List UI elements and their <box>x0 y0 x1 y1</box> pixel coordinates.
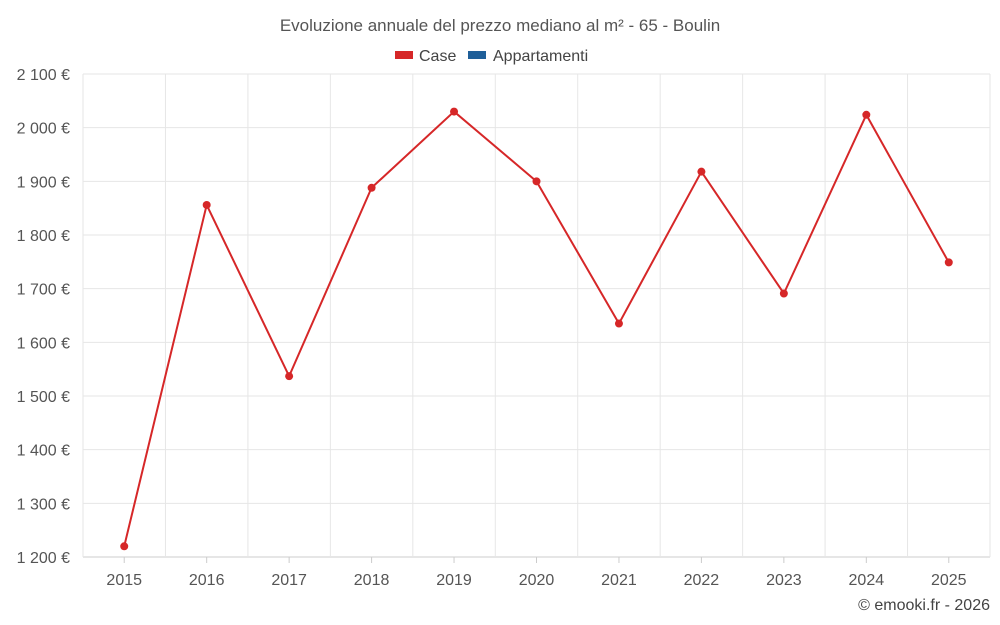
y-tick-label: 1 700 € <box>17 282 70 299</box>
data-point[interactable] <box>450 107 459 116</box>
data-point[interactable] <box>779 289 788 298</box>
legend-label[interactable]: Case <box>419 48 456 65</box>
data-point[interactable] <box>367 183 376 192</box>
data-point[interactable] <box>697 167 706 176</box>
y-tick-label: 1 300 € <box>17 496 70 513</box>
y-tick-label: 2 100 € <box>17 67 70 84</box>
x-tick-label: 2020 <box>519 572 555 589</box>
data-point[interactable] <box>120 542 129 551</box>
legend-label[interactable]: Appartamenti <box>493 48 588 65</box>
legend-swatch <box>468 51 486 59</box>
credit-text: © emooki.fr - 2026 <box>858 597 990 614</box>
x-axis: 2015 2016 2017 2018 2019 2020 2021 2022 2023 2024… <box>106 557 967 589</box>
x-tick-label: 2022 <box>684 572 720 589</box>
y-tick-label: 1 800 € <box>17 228 70 245</box>
x-tick-label: 2015 <box>106 572 142 589</box>
y-tick-label: 1 200 € <box>17 550 70 567</box>
data-point[interactable] <box>532 177 541 186</box>
x-tick-label: 2017 <box>271 572 307 589</box>
y-tick-label: 1 500 € <box>17 389 70 406</box>
y-tick-label: 2 000 € <box>17 121 70 138</box>
legend: Case Appartamenti <box>395 48 588 65</box>
grid-lines <box>82 73 991 558</box>
data-point[interactable] <box>944 258 953 267</box>
x-tick-label: 2021 <box>601 572 637 589</box>
x-tick-label: 2023 <box>766 572 802 589</box>
x-tick-label: 2025 <box>931 572 967 589</box>
x-tick-label: 2018 <box>354 572 390 589</box>
x-tick-label: 2019 <box>436 572 472 589</box>
y-tick-label: 1 400 € <box>17 443 70 460</box>
x-tick-label: 2016 <box>189 572 225 589</box>
x-tick-label: 2024 <box>849 572 885 589</box>
legend-swatch <box>395 51 413 59</box>
data-point[interactable] <box>614 319 623 328</box>
data-point[interactable] <box>285 372 294 381</box>
chart-title: Evoluzione annuale del prezzo mediano al… <box>280 16 720 35</box>
data-point[interactable] <box>202 200 211 209</box>
series-layer <box>120 107 953 551</box>
data-point[interactable] <box>862 110 871 119</box>
y-axis: 1 200 € 1 300 € 1 400 € 1 500 € 1 600 € 1 700… <box>17 67 70 567</box>
y-tick-label: 1 600 € <box>17 335 70 352</box>
y-tick-label: 1 900 € <box>17 174 70 191</box>
